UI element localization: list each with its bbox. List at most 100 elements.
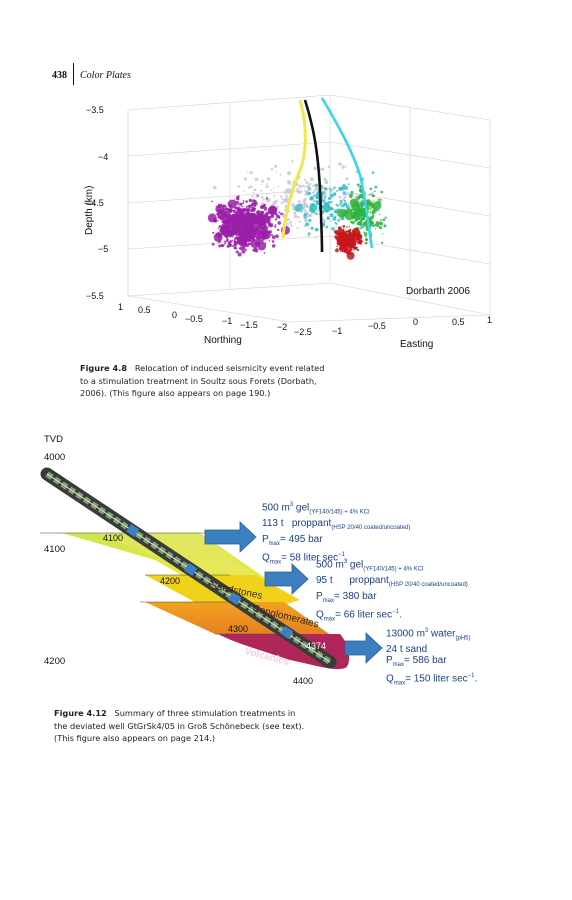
seismic-event-magenta (276, 214, 280, 219)
seismic-event-green (370, 208, 372, 210)
seismic-event-gray (306, 212, 310, 215)
seismic-event-red (344, 237, 347, 239)
seismic-event-cyan (336, 204, 339, 207)
seismic-event-magenta (233, 223, 237, 226)
seismic-event-gray (314, 236, 317, 239)
seismic-event-gray (311, 215, 313, 217)
seismic-event-gray (249, 171, 253, 175)
seismic-event-magenta (218, 215, 222, 219)
seismic-event-green (370, 203, 374, 207)
seismic-event-green (356, 196, 360, 201)
seismic-event-magenta (257, 241, 267, 251)
seismic-event-cyan (346, 225, 349, 228)
seismic-event-green (360, 204, 364, 208)
seismic-event-gray (252, 191, 255, 194)
seismic-event-red (350, 242, 353, 245)
seismic-event-magenta (231, 230, 235, 233)
seismic-event-magenta (261, 204, 266, 209)
seismic-event-cyan (350, 190, 354, 195)
seismic-event-magenta (270, 234, 273, 236)
seismic-event-gray (249, 185, 253, 189)
seismic-event-red (356, 249, 360, 252)
well-trajectory-black (303, 99, 324, 253)
seismic-event-cyan (314, 227, 319, 232)
seismic-event-red (344, 250, 347, 252)
running-title: Color Plates (80, 70, 131, 81)
seismic-event-magenta (237, 238, 240, 241)
seismic-event-magenta (261, 234, 264, 237)
seismic-event-magenta (275, 223, 277, 226)
seismic-event-cyan (332, 216, 337, 221)
seismic-event-red (342, 230, 345, 233)
seismic-event-magenta (259, 236, 262, 239)
seismic-event-magenta (247, 205, 250, 207)
seismic-event-cyan (356, 193, 358, 195)
tvd-tick: 4000 (44, 452, 65, 463)
seismic-event-gray (262, 198, 265, 201)
page-number: 438 (52, 70, 67, 81)
seismic-event-green (374, 208, 377, 211)
seismic-event-magenta (239, 213, 242, 216)
seismic-event-magenta (241, 205, 244, 208)
seismic-event-magenta (268, 223, 272, 227)
seismic-event-gray (293, 204, 295, 206)
seismic-event-green (379, 219, 382, 222)
seismic-event-magenta (234, 240, 237, 243)
seismic-event-gray (260, 189, 263, 192)
seismic-event-cyan (309, 196, 314, 201)
seismic-event-magenta (223, 231, 225, 233)
seismic-event-magenta (211, 200, 213, 203)
seismic-event-gray (287, 171, 292, 176)
seismic-event-green (383, 224, 387, 228)
md-label: 4100 (103, 533, 123, 543)
seismic-event-magenta (267, 206, 277, 215)
seismic-event-magenta (224, 230, 228, 234)
easting-tick: 0 (413, 317, 418, 327)
header-divider (73, 63, 74, 85)
seismic-event-green (359, 227, 362, 230)
seismic-event-gray (312, 184, 315, 187)
seismic-event-magenta (235, 250, 239, 254)
treatment-2-summary: 500 m3 gel(YF140/145) + 4% KCl 95 t prop… (316, 559, 468, 623)
seismic-event-gray (261, 183, 263, 186)
z-tick: −5.5 (86, 291, 104, 301)
seismic-event-magenta (233, 221, 236, 224)
treatment-1-summary: 500 m3 gel(YF140/145) + 4% KCl 113 t pro… (262, 502, 411, 566)
seismic-event-cyan (323, 220, 326, 223)
seismic-event-magenta (219, 228, 223, 233)
depth-axis-label: Depth (km) (84, 186, 95, 235)
seismic-event-magenta (234, 237, 237, 240)
seismic-event-green (359, 209, 363, 212)
seismic-event-green (372, 194, 375, 198)
seismic-event-cyan (323, 198, 326, 200)
seismic-event-magenta (226, 207, 229, 210)
seismic-event-red (342, 225, 346, 228)
seismic-event-magenta (244, 248, 247, 251)
seismic-event-gray (285, 188, 289, 192)
seismic-event-gray (302, 184, 305, 188)
seismic-event-magenta (234, 242, 238, 246)
md-label: 4400 (293, 676, 313, 686)
seismic-event-gray (290, 224, 293, 227)
seismic-event-magenta (222, 218, 226, 222)
seismic-event-gray (291, 159, 294, 163)
northing-tick: 0.5 (138, 305, 151, 315)
seismic-event-magenta (242, 200, 245, 202)
seismic-event-red (335, 248, 339, 253)
seismic-event-red (336, 248, 338, 250)
seismic-event-magenta (222, 204, 226, 208)
seismic-event-magenta (212, 231, 215, 234)
easting-tick: −0.5 (368, 321, 386, 331)
seismic-event-gray (284, 191, 287, 194)
treatment-arrow-1 (204, 521, 257, 553)
seismic-event-cyan (325, 225, 329, 229)
seismic-event-cyan (329, 213, 334, 218)
seismic-events (207, 159, 387, 260)
seismic-event-gray (335, 214, 338, 216)
seismic-event-green (343, 213, 347, 217)
seismic-event-magenta (245, 215, 248, 218)
seismic-event-gray (305, 185, 308, 188)
treatment-arrow-3 (344, 632, 383, 664)
seismic-event-cyan (309, 215, 311, 217)
northing-tick: −1.5 (240, 320, 258, 330)
